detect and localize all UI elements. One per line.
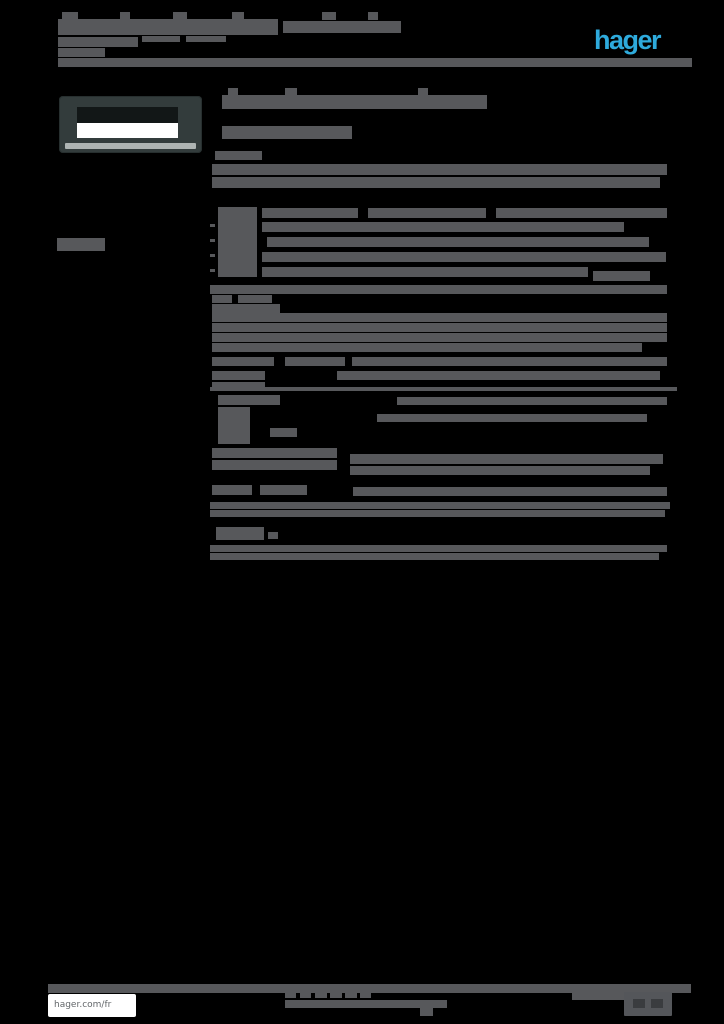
redacted-spec-value (262, 208, 358, 218)
redacted-doc-subtitle (58, 37, 138, 47)
certification-mark-icon (330, 990, 342, 998)
redacted-doc-title-ascender (232, 12, 244, 20)
redacted-product-title (222, 95, 487, 109)
redacted-section-label (215, 151, 262, 160)
certification-mark-icon (360, 990, 371, 998)
redacted-text-segment (212, 382, 265, 388)
redacted-spec-value (353, 487, 667, 496)
redacted-product-title-ascender (228, 88, 238, 96)
redacted-bullet-dash (210, 239, 215, 242)
plate-bottom-strip (65, 143, 196, 149)
page-number-glyph (651, 999, 663, 1008)
certification-mark-icon (345, 990, 357, 998)
redacted-text-segment (212, 357, 274, 366)
redacted-doc-title-line (58, 19, 278, 35)
footer-rule (48, 984, 691, 993)
redacted-spec-label (212, 448, 337, 458)
redacted-text-segment (285, 357, 345, 366)
redacted-section-label (212, 304, 280, 313)
website-link-label: hager.com/fr (54, 1000, 112, 1010)
redacted-spec-value (397, 397, 667, 405)
redacted-spec-value (593, 271, 650, 281)
redacted-spec-label (260, 485, 307, 495)
redacted-spec-value (350, 466, 650, 475)
redacted-spec-label (212, 460, 337, 470)
redacted-doc-title-ascender (368, 12, 378, 20)
redacted-text-segment (270, 428, 297, 437)
redacted-doc-reference (58, 48, 105, 57)
certification-mark-icon (285, 990, 296, 998)
redacted-spec-value (368, 208, 486, 218)
page-number-glyph (633, 999, 645, 1008)
redacted-footer-text (285, 1000, 447, 1008)
redacted-spec-value (350, 454, 663, 464)
redacted-paragraph-line (212, 313, 667, 322)
redacted-section-label (238, 295, 272, 303)
redacted-section-label (212, 295, 232, 303)
redacted-section-label (216, 527, 264, 540)
redacted-text-segment (337, 371, 660, 380)
redacted-spec-value (377, 414, 647, 422)
redacted-paragraph-line (212, 164, 667, 175)
redacted-doc-subtitle (142, 36, 180, 42)
redacted-doc-title-line (283, 21, 401, 33)
redacted-text-segment (352, 357, 667, 366)
redacted-spec-label (218, 395, 280, 405)
redacted-spec-value (267, 237, 649, 247)
footer-rule-tab (572, 984, 630, 1000)
redacted-spec-value (262, 222, 624, 232)
header-rule (58, 58, 692, 67)
certification-mark-icon (315, 990, 327, 998)
redacted-paragraph-line (212, 177, 660, 188)
plate-window-highlight (77, 123, 178, 138)
redacted-text-segment (212, 371, 265, 380)
redacted-product-title-ascender (418, 88, 428, 96)
redacted-spec-value (262, 267, 588, 277)
redacted-paragraph-line (210, 502, 670, 509)
redacted-doc-title-ascender (120, 12, 130, 20)
redacted-bullet-dash (210, 269, 215, 272)
redacted-paragraph-line (212, 323, 667, 332)
section-divider (210, 387, 677, 391)
redacted-doc-title-ascender (173, 12, 187, 20)
plate-window-opening (77, 107, 178, 138)
redacted-paragraph-line (212, 333, 667, 342)
redacted-paragraph-line (212, 343, 642, 352)
redacted-product-subtitle (222, 126, 352, 139)
website-link[interactable]: hager.com/fr (48, 994, 136, 1017)
certification-mark-icon (300, 990, 311, 998)
page-number-badge (624, 992, 672, 1016)
redacted-text-segment (268, 532, 278, 539)
redacted-spec-label (218, 407, 250, 444)
redacted-bullet-dash (210, 254, 215, 257)
redacted-spec-value (496, 208, 667, 218)
redacted-doc-title-ascender (62, 12, 78, 20)
redacted-product-title-ascender (285, 88, 297, 96)
redacted-margin-label (57, 238, 105, 251)
redacted-spec-label-column (218, 207, 257, 277)
redacted-footer-text (420, 1008, 433, 1016)
redacted-bullet-dash (210, 224, 215, 227)
redacted-doc-title-ascender (322, 12, 336, 20)
product-image-frame-plate (59, 96, 202, 153)
redacted-spec-value (262, 252, 666, 262)
redacted-paragraph-line (210, 285, 667, 294)
redacted-paragraph-line (210, 545, 667, 552)
redacted-spec-label (212, 485, 252, 495)
redacted-paragraph-line (210, 553, 659, 560)
redacted-doc-subtitle (186, 36, 226, 42)
redacted-paragraph-line (210, 510, 665, 517)
hager-logo: hager (594, 25, 662, 55)
